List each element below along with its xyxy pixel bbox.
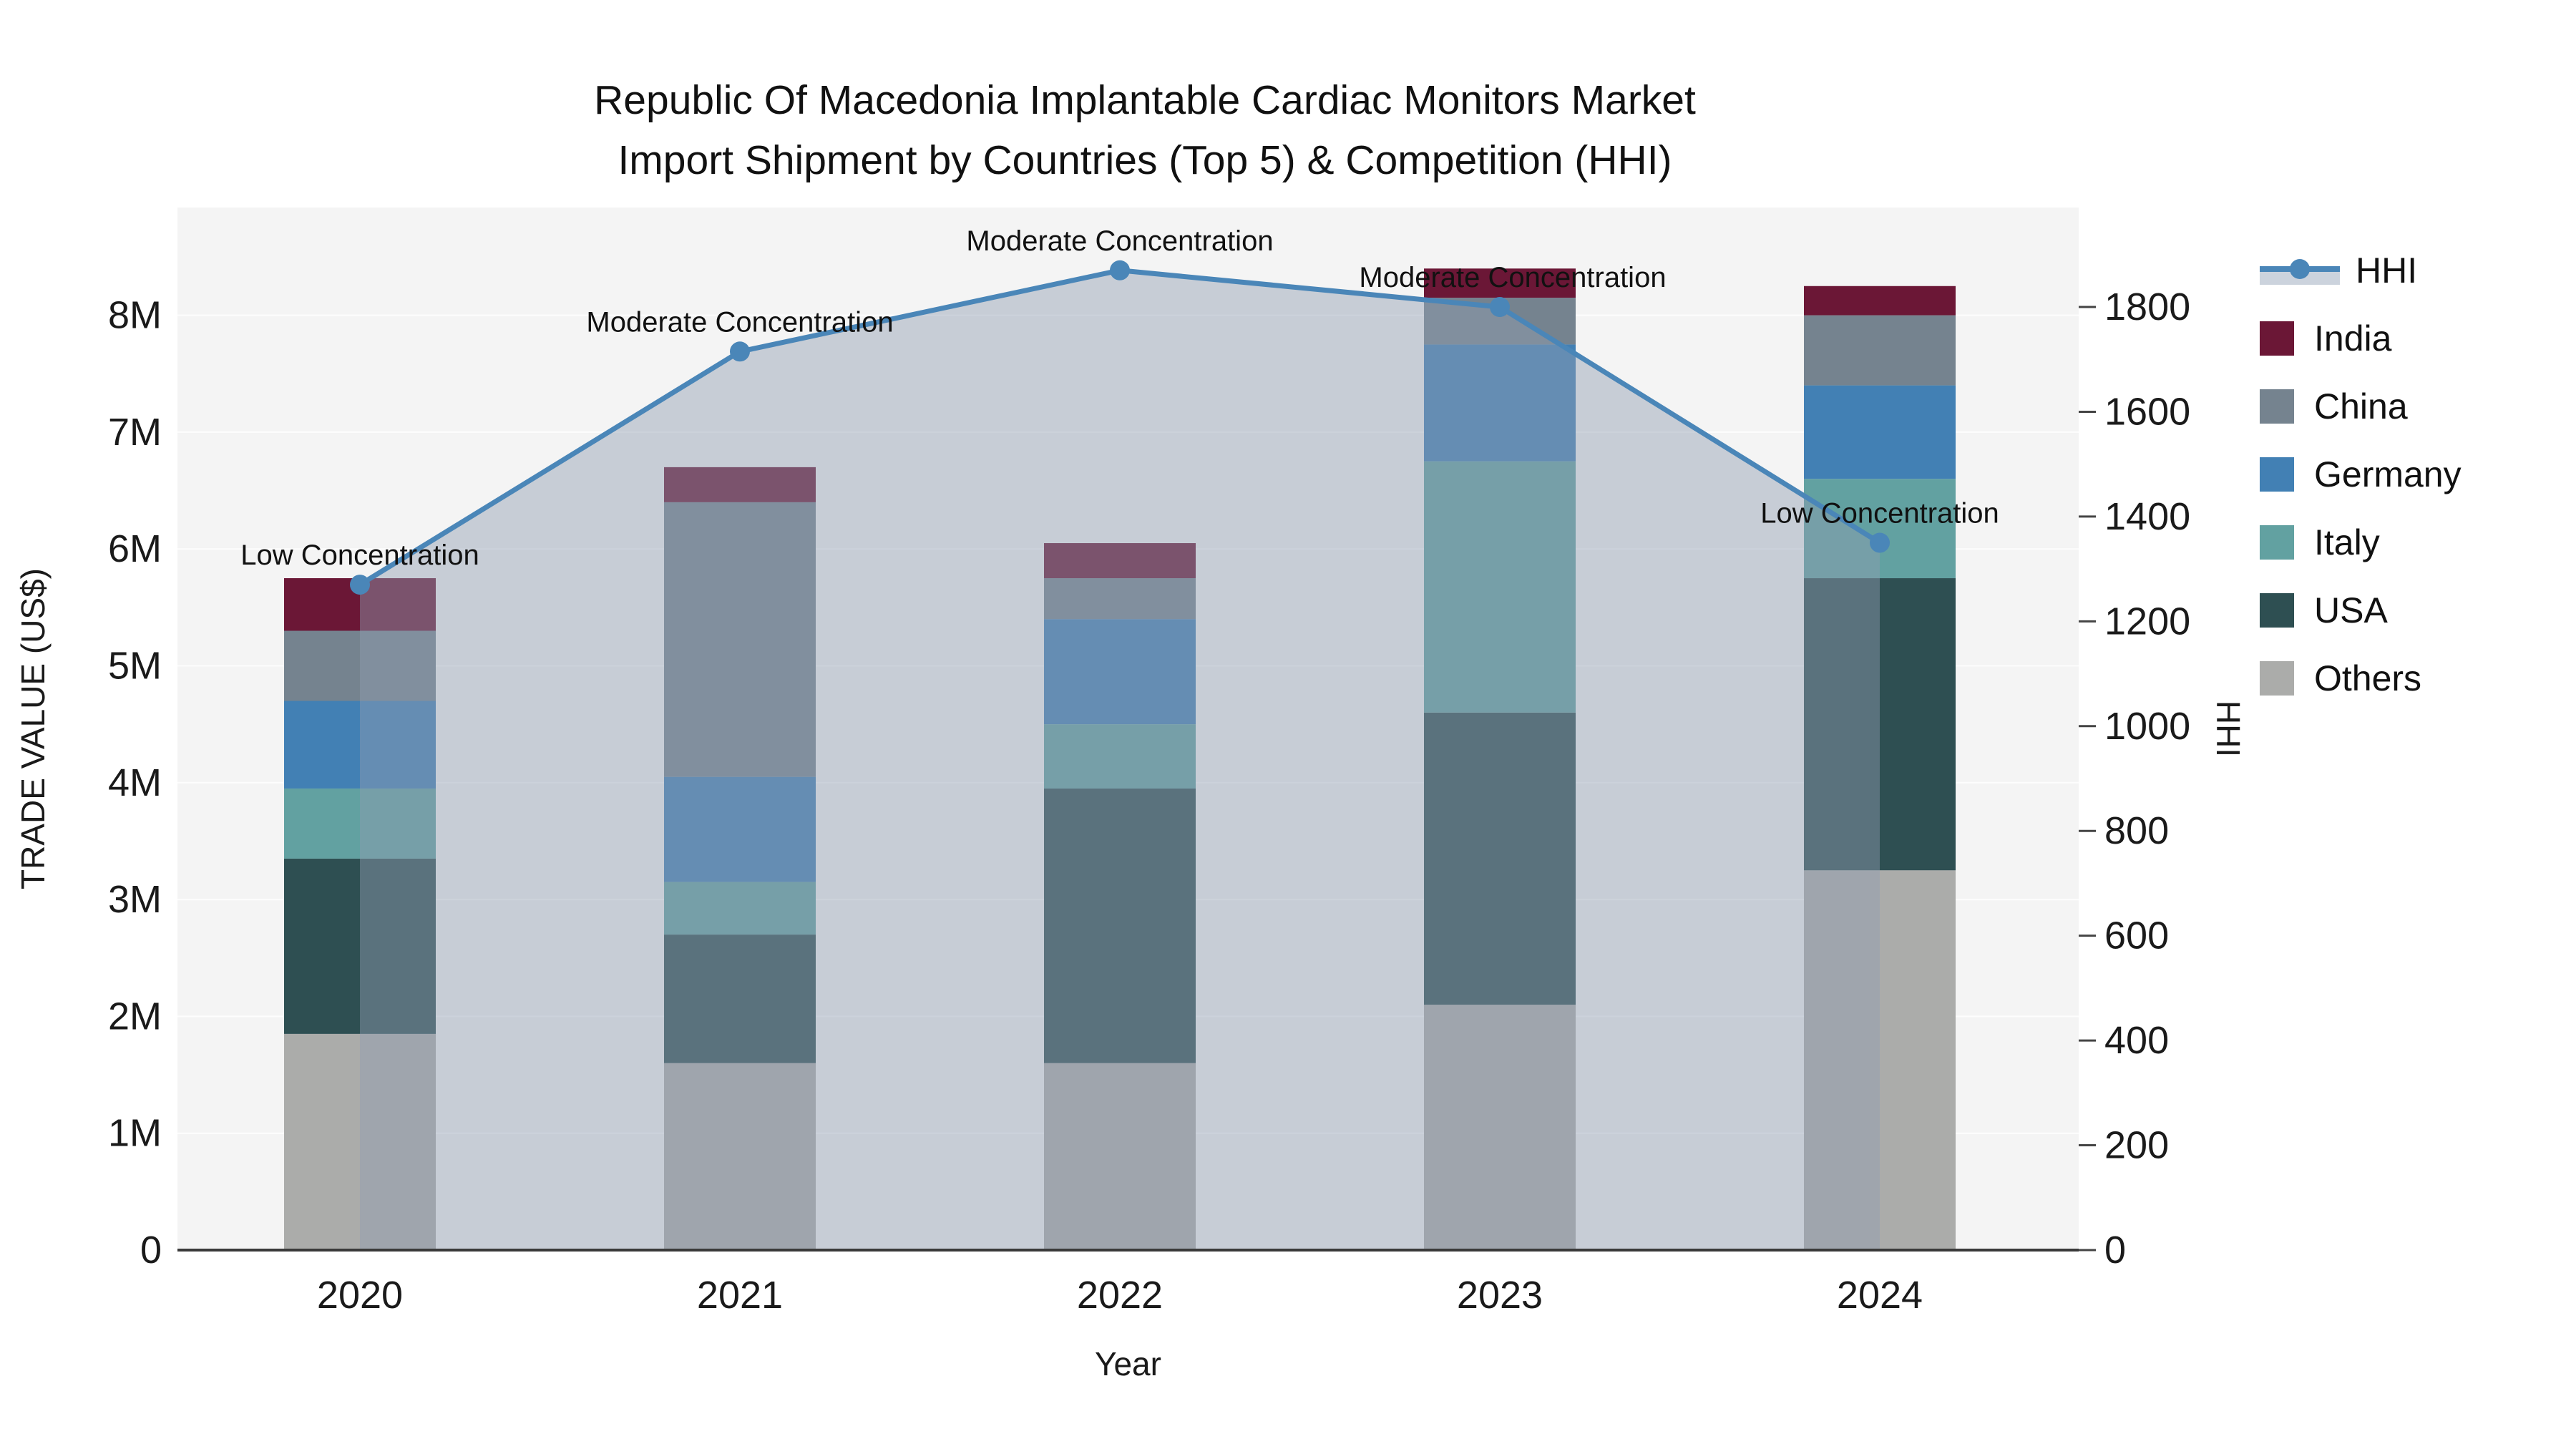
legend-item-germany[interactable]: Germany	[2260, 440, 2462, 508]
y-left-tick-0: 0	[140, 1229, 162, 1272]
bar-segment-india-2022[interactable]	[1044, 543, 1196, 579]
legend-swatch-icon	[2260, 389, 2294, 424]
x-tick-2020: 2020	[317, 1274, 403, 1317]
y-left-tick-1M: 1M	[108, 1112, 162, 1155]
annotation-2024: Low Concentration	[1760, 498, 1999, 530]
legend-label: India	[2314, 318, 2392, 358]
legend-label: Others	[2314, 658, 2422, 698]
bar-segment-india-2023[interactable]	[1424, 268, 1576, 298]
annotation-2022: Moderate Concentration	[966, 225, 1273, 257]
bar-segment-china-2022[interactable]	[1044, 578, 1196, 620]
legend-item-italy[interactable]: Italy	[2260, 508, 2462, 576]
bar-segment-others-2022[interactable]	[1044, 1063, 1196, 1250]
bar-segment-germany-2022[interactable]	[1044, 619, 1196, 725]
hhi-line-sample-icon	[2260, 256, 2340, 285]
legend-label: Germany	[2314, 454, 2462, 494]
bar-segment-italy-2021[interactable]	[664, 882, 816, 935]
bar-segment-germany-2021[interactable]	[664, 776, 816, 882]
bar-segment-india-2021[interactable]	[664, 467, 816, 502]
bar-segment-others-2020[interactable]	[284, 1033, 436, 1250]
chart-title-line2: Import Shipment by Countries (Top 5) & C…	[618, 137, 1672, 184]
bar-segment-germany-2020[interactable]	[284, 701, 436, 789]
y-left-tick-6M: 6M	[108, 527, 162, 570]
y-right-tick-1000: 1000	[2104, 705, 2190, 748]
legend: HHI India China Germany Italy USA Others	[2260, 236, 2462, 712]
y-right-tick-1200: 1200	[2104, 600, 2190, 643]
y-left-tick-7M: 7M	[108, 411, 162, 454]
bar-segment-usa-2020[interactable]	[284, 858, 436, 1034]
legend-item-usa[interactable]: USA	[2260, 576, 2462, 644]
bar-segment-china-2024[interactable]	[1804, 315, 1956, 386]
bar-segment-china-2020[interactable]	[284, 630, 436, 701]
bar-segment-germany-2024[interactable]	[1804, 385, 1956, 479]
bar-segment-italy-2022[interactable]	[1044, 724, 1196, 789]
bar-segment-italy-2023[interactable]	[1424, 461, 1576, 713]
bar-segment-others-2024[interactable]	[1804, 870, 1956, 1250]
legend-item-others[interactable]: Others	[2260, 644, 2462, 712]
y-right-tick-600: 600	[2104, 914, 2169, 957]
y-left-axis-title: TRADE VALUE (US$)	[14, 568, 52, 889]
y-left-tick-2M: 2M	[108, 995, 162, 1038]
annotation-2023: Moderate Concentration	[1359, 262, 1666, 293]
y-right-tick-1400: 1400	[2104, 495, 2190, 538]
legend-label: China	[2314, 386, 2408, 426]
hhi-marker-2022[interactable]	[1110, 260, 1130, 280]
hhi-area-fill	[360, 270, 1880, 1250]
bar-segment-usa-2021[interactable]	[664, 935, 816, 1063]
legend-swatch-icon	[2260, 525, 2294, 560]
annotation-2020: Low Concentration	[240, 540, 479, 571]
x-tick-2023: 2023	[1457, 1274, 1543, 1317]
legend-label: HHI	[2356, 250, 2418, 291]
legend-swatch-icon	[2260, 321, 2294, 356]
legend-label: USA	[2314, 590, 2388, 630]
bar-segment-italy-2020[interactable]	[284, 788, 436, 859]
y-right-tick-1800: 1800	[2104, 286, 2190, 328]
x-tick-2022: 2022	[1077, 1274, 1163, 1317]
annotation-2021: Moderate Concentration	[586, 306, 893, 338]
bar-segment-italy-2024[interactable]	[1804, 479, 1956, 579]
bar-segment-usa-2022[interactable]	[1044, 788, 1196, 1063]
y-right-tick-0: 0	[2104, 1229, 2126, 1272]
y-right-tick-400: 400	[2104, 1019, 2169, 1062]
y-left-tick-5M: 5M	[108, 645, 162, 688]
legend-swatch-icon	[2260, 660, 2294, 696]
hhi-marker-2020[interactable]	[350, 575, 370, 595]
chart-title: Republic Of Macedonia Implantable Cardia…	[0, 70, 2290, 191]
x-axis-title: Year	[1095, 1345, 1161, 1382]
bar-segment-others-2021[interactable]	[664, 1063, 816, 1250]
y-right-tick-1600: 1600	[2104, 390, 2190, 433]
y-right-tick-800: 800	[2104, 809, 2169, 852]
bar-segment-usa-2024[interactable]	[1804, 578, 1956, 871]
x-tick-2024: 2024	[1837, 1274, 1923, 1317]
legend-item-india[interactable]: India	[2260, 304, 2462, 372]
hhi-marker-2024[interactable]	[1870, 532, 1890, 553]
bar-segment-others-2023[interactable]	[1424, 1005, 1576, 1250]
hhi-marker-2023[interactable]	[1490, 297, 1510, 318]
legend-item-hhi[interactable]: HHI	[2260, 236, 2462, 304]
y-left-tick-4M: 4M	[108, 761, 162, 804]
legend-label: Italy	[2314, 522, 2380, 562]
legend-swatch-icon	[2260, 592, 2294, 628]
y-left-tick-3M: 3M	[108, 878, 162, 921]
y-right-axis-title: HHI	[2210, 701, 2247, 757]
bar-segment-germany-2023[interactable]	[1424, 344, 1576, 462]
bar-segment-india-2024[interactable]	[1804, 286, 1956, 316]
bar-segment-china-2021[interactable]	[664, 502, 816, 777]
legend-item-china[interactable]: China	[2260, 372, 2462, 440]
hhi-marker-2021[interactable]	[730, 341, 750, 362]
y-right-tick-200: 200	[2104, 1124, 2169, 1167]
x-tick-2021: 2021	[697, 1274, 783, 1317]
y-left-tick-8M: 8M	[108, 294, 162, 337]
legend-swatch-icon	[2260, 457, 2294, 492]
bar-segment-usa-2023[interactable]	[1424, 712, 1576, 1005]
chart-title-line1: Republic Of Macedonia Implantable Cardia…	[594, 77, 1696, 123]
